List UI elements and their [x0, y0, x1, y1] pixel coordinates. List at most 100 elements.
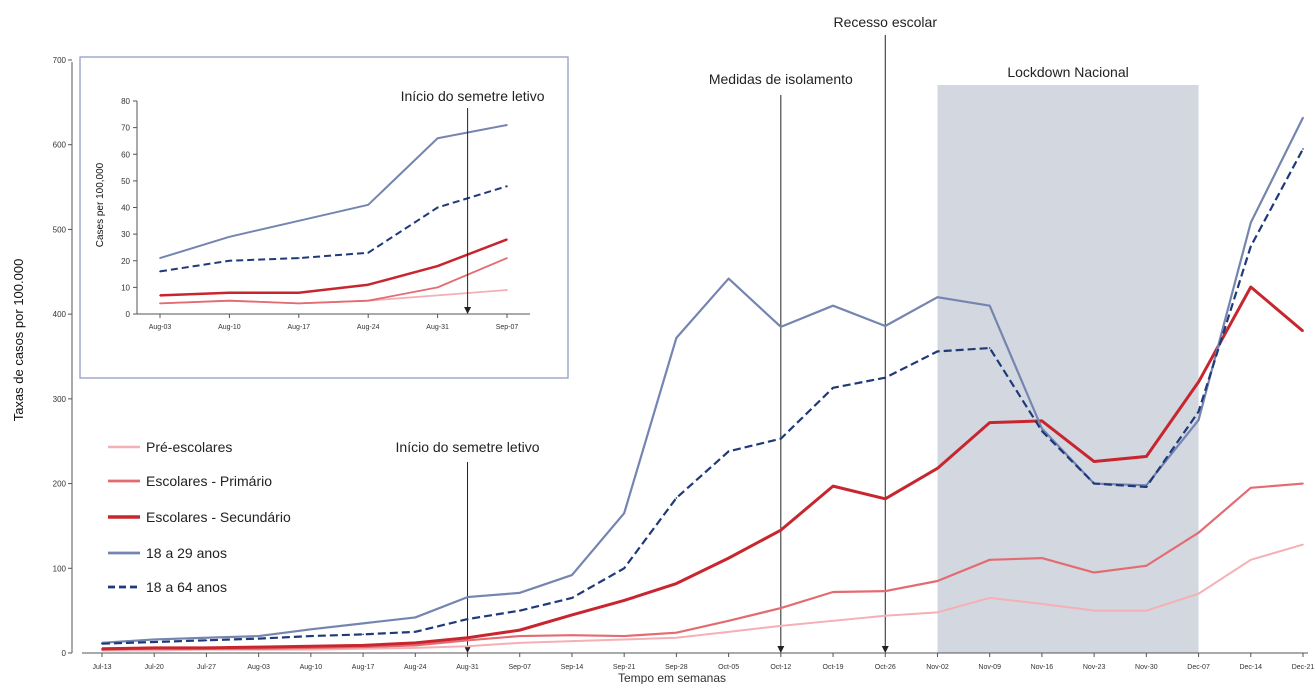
data-point [414, 647, 417, 649]
y-tick-label: 300 [53, 395, 67, 404]
inset-series-line-3 [159, 123, 508, 260]
data-point [414, 644, 417, 647]
data-point [832, 485, 834, 487]
data-point [310, 635, 312, 637]
x-tick-label: Aug-24 [404, 664, 427, 671]
x-tick-label: Nov-23 [1083, 664, 1106, 671]
inset-data-point [436, 206, 439, 209]
inset-y-tick-label: 40 [121, 204, 130, 213]
data-point [988, 347, 991, 349]
data-point [884, 325, 887, 327]
lockdown-region [937, 85, 1199, 653]
x-tick-label: Aug-17 [352, 664, 375, 671]
data-point [1249, 559, 1252, 561]
data-point [675, 497, 678, 499]
data-point [414, 631, 417, 633]
data-point [1041, 603, 1043, 605]
data-point [936, 350, 939, 353]
annotation-label: Medidas de isolamento [709, 71, 853, 87]
annotation-arrow-head [464, 646, 472, 653]
inset-data-point [159, 294, 161, 297]
y-axis-title: Taxas de casos por 100.000 [11, 259, 26, 422]
data-point [414, 616, 417, 619]
data-point [518, 635, 521, 637]
x-axis-title: Tempo em semanas [618, 671, 726, 684]
inset-data-point [506, 124, 508, 126]
inset-data-point [159, 257, 161, 259]
inset-series-line-2 [159, 238, 508, 297]
data-point [153, 641, 156, 643]
data-point [310, 645, 312, 648]
y-tick-label: 200 [53, 480, 67, 489]
data-point [362, 633, 364, 636]
data-point [153, 649, 156, 652]
lockdown-label: Lockdown Nacional [1007, 64, 1128, 80]
data-point [362, 644, 364, 647]
inset-x-tick-label: Sep-07 [496, 324, 519, 331]
inset-data-point [367, 204, 370, 206]
inset-annotation-arrow-head [464, 307, 472, 314]
x-tick-label: Jul-13 [92, 664, 111, 671]
data-point [571, 614, 573, 616]
x-tick-label: Aug-03 [247, 664, 270, 671]
data-point [362, 622, 364, 625]
inset-data-point [159, 270, 161, 273]
x-tick-label: Dec-07 [1187, 664, 1210, 671]
annotation-arrow-head [881, 646, 889, 653]
data-point [466, 636, 469, 639]
inset-y-axis-title: Cases per 100,000 [95, 162, 106, 247]
data-point [623, 567, 625, 570]
data-point [466, 596, 469, 598]
inset-data-point [367, 299, 370, 302]
data-point [1197, 381, 1200, 383]
data-point [727, 450, 730, 453]
inset-frame [79, 56, 569, 379]
data-point [1145, 609, 1148, 612]
data-point [1145, 455, 1148, 458]
data-point [780, 437, 782, 440]
inset-data-point [436, 265, 439, 267]
data-point [205, 639, 208, 642]
inset-y-tick-label: 10 [121, 283, 130, 292]
x-tick-label: Dec-21 [1292, 664, 1315, 671]
inset-y-tick-label: 70 [121, 124, 130, 133]
data-point [1197, 419, 1200, 421]
series-line-2 [101, 285, 1304, 651]
data-point [518, 642, 521, 644]
data-point [466, 645, 469, 648]
data-point [623, 638, 625, 641]
legend-label: Escolares - Secundário [146, 509, 291, 525]
data-point [675, 631, 678, 634]
inset-y-tick-label: 50 [121, 177, 130, 186]
x-tick-label: Sep-07 [508, 664, 531, 671]
data-point [936, 580, 939, 582]
data-point [1041, 430, 1043, 432]
data-point [675, 636, 678, 639]
x-tick-label: Oct-26 [875, 664, 896, 671]
inset-y-tick-label: 80 [121, 97, 130, 106]
data-point [780, 625, 782, 627]
data-point [414, 642, 417, 644]
data-point [205, 636, 208, 639]
data-point [571, 634, 573, 637]
data-point [1302, 543, 1304, 546]
data-point [101, 642, 103, 645]
x-tick-label: Nov-09 [978, 664, 1001, 671]
data-point [780, 607, 782, 609]
inset-data-point [298, 302, 300, 305]
data-point [1145, 564, 1148, 567]
data-point [310, 628, 312, 631]
data-point [571, 640, 573, 642]
data-point [780, 529, 782, 531]
data-point [675, 582, 678, 585]
data-point [727, 620, 730, 622]
x-tick-label: Dec-14 [1239, 664, 1262, 671]
y-tick-label: 500 [53, 225, 67, 234]
data-point [1249, 286, 1252, 288]
inset-data-point [159, 302, 161, 305]
data-point [884, 498, 887, 500]
data-point [257, 635, 260, 637]
x-tick-label: Sep-14 [561, 664, 584, 671]
data-point [310, 648, 312, 651]
